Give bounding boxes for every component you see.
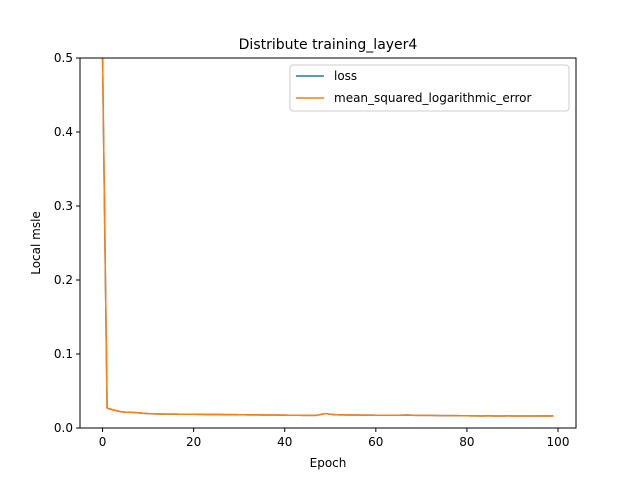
- x-tick-label: 100: [547, 435, 570, 449]
- y-tick-label: 0.2: [54, 273, 73, 287]
- x-tick-label: 40: [277, 435, 292, 449]
- y-axis-label: Local msle: [29, 211, 43, 275]
- y-tick-label: 0.4: [54, 125, 73, 139]
- y-tick-label: 0.3: [54, 199, 73, 213]
- x-axis-ticks: 0 20 40 60 80 100: [99, 428, 570, 449]
- y-tick-label: 0.5: [54, 51, 73, 65]
- legend: loss mean_squared_logarithmic_error: [289, 64, 570, 112]
- x-tick-label: 60: [368, 435, 383, 449]
- x-tick-label: 80: [459, 435, 474, 449]
- series-layer: [101, 58, 554, 417]
- y-tick-label: 0.1: [54, 347, 73, 361]
- axes-frame: [79, 57, 577, 429]
- series-line-msle: [101, 58, 554, 417]
- y-axis-ticks: 0.0 0.1 0.2 0.3 0.4 0.5: [54, 51, 80, 435]
- legend-box: [289, 64, 570, 112]
- legend-label-loss: loss: [334, 69, 357, 83]
- x-tick-label: 0: [99, 435, 107, 449]
- legend-label-msle: mean_squared_logarithmic_error: [334, 91, 531, 105]
- x-axis-label: Epoch: [310, 456, 347, 470]
- chart-title: Distribute training_layer4: [239, 37, 418, 53]
- x-tick-label: 20: [186, 435, 201, 449]
- plot-area: [79, 57, 577, 429]
- y-tick-label: 0.0: [54, 421, 73, 435]
